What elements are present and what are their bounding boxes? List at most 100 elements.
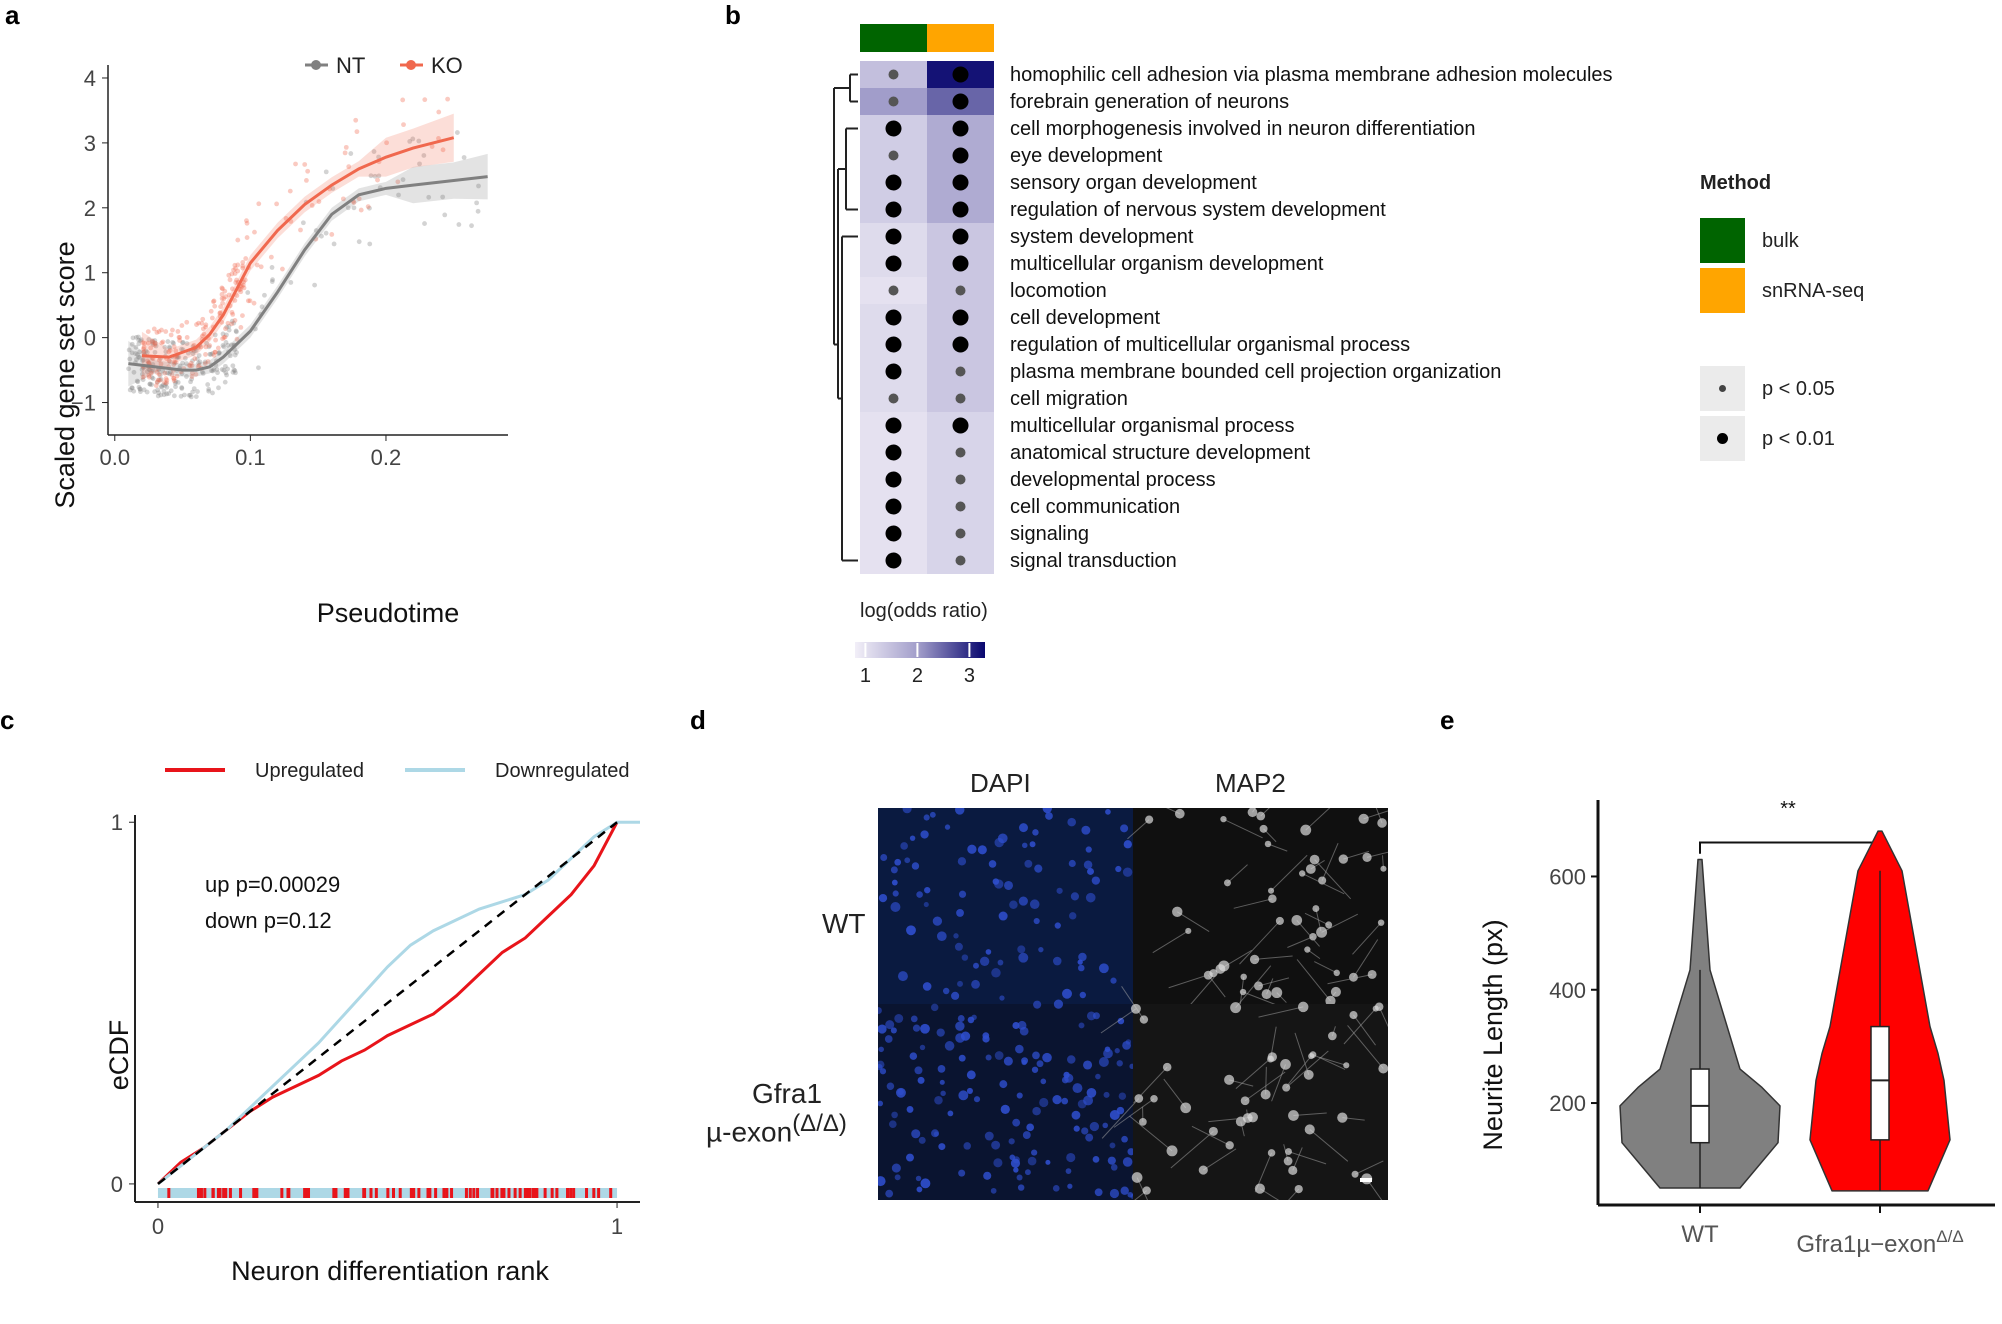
data-point — [375, 177, 380, 183]
pvalue-dot — [955, 474, 966, 485]
data-point — [126, 366, 132, 372]
data-point — [159, 340, 165, 346]
data-point — [146, 360, 151, 366]
nucleus — [963, 1142, 971, 1150]
nucleus — [916, 1186, 923, 1193]
pvalue-dot — [888, 150, 899, 161]
pvalue-dot — [885, 309, 902, 326]
data-point — [182, 392, 187, 398]
soma — [1261, 989, 1272, 1000]
rug-upregulated-tick — [305, 1188, 309, 1198]
nucleus — [1116, 1060, 1123, 1067]
nucleus — [966, 1070, 976, 1080]
data-point — [240, 313, 245, 319]
data-point — [356, 196, 362, 202]
neurite — [1288, 1188, 1300, 1200]
data-point — [445, 96, 451, 102]
pvalue-dot — [888, 393, 899, 404]
nucleus — [1031, 1066, 1039, 1073]
data-point — [319, 233, 324, 239]
rug-upregulated-tick — [167, 1188, 171, 1198]
data-point — [175, 329, 181, 334]
data-point — [238, 324, 244, 330]
heatmap-row-label: homophilic cell adhesion via plasma memb… — [1010, 64, 1613, 86]
data-point — [184, 319, 190, 325]
nucleus — [1052, 1094, 1062, 1105]
micro-col-label-map2: MAP2 — [1215, 768, 1286, 798]
data-point — [305, 168, 311, 174]
neurite — [1319, 1056, 1347, 1066]
data-point — [140, 377, 146, 383]
data-point — [221, 296, 227, 302]
data-point — [212, 349, 218, 355]
data-point — [155, 379, 160, 385]
confidence-band — [128, 153, 488, 387]
nucleus — [878, 893, 888, 903]
nucleus — [1067, 817, 1076, 827]
nucleus — [1042, 1052, 1052, 1063]
data-point — [200, 326, 206, 332]
nucleus — [878, 1100, 884, 1107]
y-tick-label: 3 — [84, 131, 96, 156]
neurite — [1321, 913, 1358, 933]
data-point — [436, 109, 442, 115]
data-point — [216, 385, 221, 391]
soma — [1330, 986, 1341, 997]
data-point — [223, 363, 228, 369]
heatmap-row-label: anatomical structure development — [1010, 442, 1311, 464]
data-point — [254, 262, 260, 268]
nucleus — [1078, 1022, 1085, 1029]
soma — [1172, 906, 1183, 918]
data-point — [196, 363, 202, 368]
nucleus — [919, 1044, 926, 1051]
data-point — [239, 284, 245, 289]
data-point — [220, 331, 226, 337]
soma — [1145, 815, 1154, 824]
data-point — [204, 340, 209, 346]
box — [1870, 1025, 1890, 1141]
data-point — [233, 370, 238, 376]
nucleus — [918, 1136, 926, 1144]
data-point — [190, 389, 196, 395]
nucleus — [1031, 1149, 1038, 1156]
soma — [1300, 824, 1312, 836]
data-point — [219, 367, 225, 372]
rug-upregulated-tick — [280, 1188, 284, 1198]
data-point — [217, 310, 223, 316]
nucleus — [971, 979, 980, 989]
legend-nt-label: NT — [336, 53, 365, 78]
data-point — [226, 292, 232, 298]
data-point — [251, 300, 257, 306]
data-point — [476, 183, 481, 189]
data-point — [221, 344, 227, 350]
nucleus — [961, 954, 969, 961]
data-point — [331, 241, 337, 247]
rug-upregulated-tick — [550, 1188, 554, 1198]
data-point — [365, 204, 371, 209]
data-point — [133, 351, 138, 356]
rug-upregulated-tick — [391, 1188, 395, 1198]
soma — [1294, 1184, 1303, 1194]
soma — [1377, 818, 1387, 828]
legend-down-label: Downregulated — [495, 760, 630, 782]
panel-letter-b: b — [725, 0, 741, 30]
chart-e-ylabel: Neurite Length (px) — [1478, 919, 1508, 1150]
neurite — [1242, 991, 1279, 1007]
data-point — [186, 363, 192, 368]
soma — [1264, 840, 1272, 848]
panel-letter-e: e — [1440, 705, 1455, 735]
nucleus — [982, 1032, 990, 1039]
nucleus — [953, 933, 959, 939]
soma — [1185, 927, 1192, 935]
rug-upregulated-tick — [592, 1188, 596, 1198]
nucleus — [936, 1028, 945, 1037]
data-point — [157, 372, 163, 378]
nucleus — [1029, 841, 1036, 848]
data-point — [159, 383, 164, 389]
neurite — [1239, 920, 1281, 965]
pvalue-legend-large-key — [1700, 416, 1745, 461]
data-point — [156, 371, 162, 377]
data-point — [367, 205, 372, 211]
soma — [1256, 811, 1266, 821]
nucleus — [1012, 1118, 1021, 1127]
